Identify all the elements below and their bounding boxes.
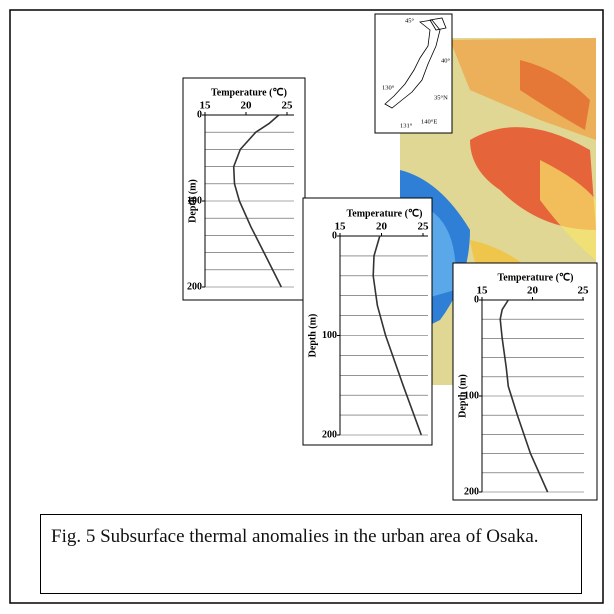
y-tick-label: 0 bbox=[332, 230, 337, 241]
x-tick-label: 25 bbox=[418, 221, 430, 233]
y-tick-label: 0 bbox=[197, 109, 202, 120]
y-tick-label: 200 bbox=[187, 281, 202, 292]
y-tick-label: 100 bbox=[322, 330, 337, 341]
y-axis-title: Depth (m) bbox=[307, 314, 318, 358]
x-tick-label: 20 bbox=[376, 221, 388, 233]
x-axis-title: Temperature (℃) bbox=[211, 87, 287, 98]
chart-frame bbox=[303, 198, 432, 445]
x-tick-label: 25 bbox=[282, 100, 294, 112]
page: 45°40°130°35°N131°140°E1520250100200Temp… bbox=[0, 0, 614, 614]
map-label: 131° bbox=[400, 122, 413, 129]
y-axis-title: Depth (m) bbox=[187, 179, 198, 223]
map-label: 130° bbox=[382, 84, 395, 91]
y-tick-label: 200 bbox=[322, 429, 337, 440]
figure-caption: Fig. 5 Subsurface thermal anomalies in t… bbox=[40, 514, 582, 594]
map-label: 35°N bbox=[434, 94, 448, 101]
x-tick-label: 25 bbox=[578, 285, 590, 297]
x-axis-title: Temperature (℃) bbox=[498, 272, 574, 283]
map-label: 45° bbox=[405, 17, 415, 24]
inset-map bbox=[375, 14, 452, 133]
map-label: 40° bbox=[441, 57, 451, 64]
x-tick-label: 20 bbox=[241, 100, 253, 112]
x-tick-label: 20 bbox=[527, 285, 539, 297]
y-axis-title: Depth (m) bbox=[457, 374, 468, 418]
y-tick-label: 0 bbox=[474, 294, 479, 305]
x-axis-title: Temperature (℃) bbox=[347, 208, 423, 219]
map-label: 140°E bbox=[421, 118, 437, 125]
y-tick-label: 200 bbox=[464, 486, 479, 497]
